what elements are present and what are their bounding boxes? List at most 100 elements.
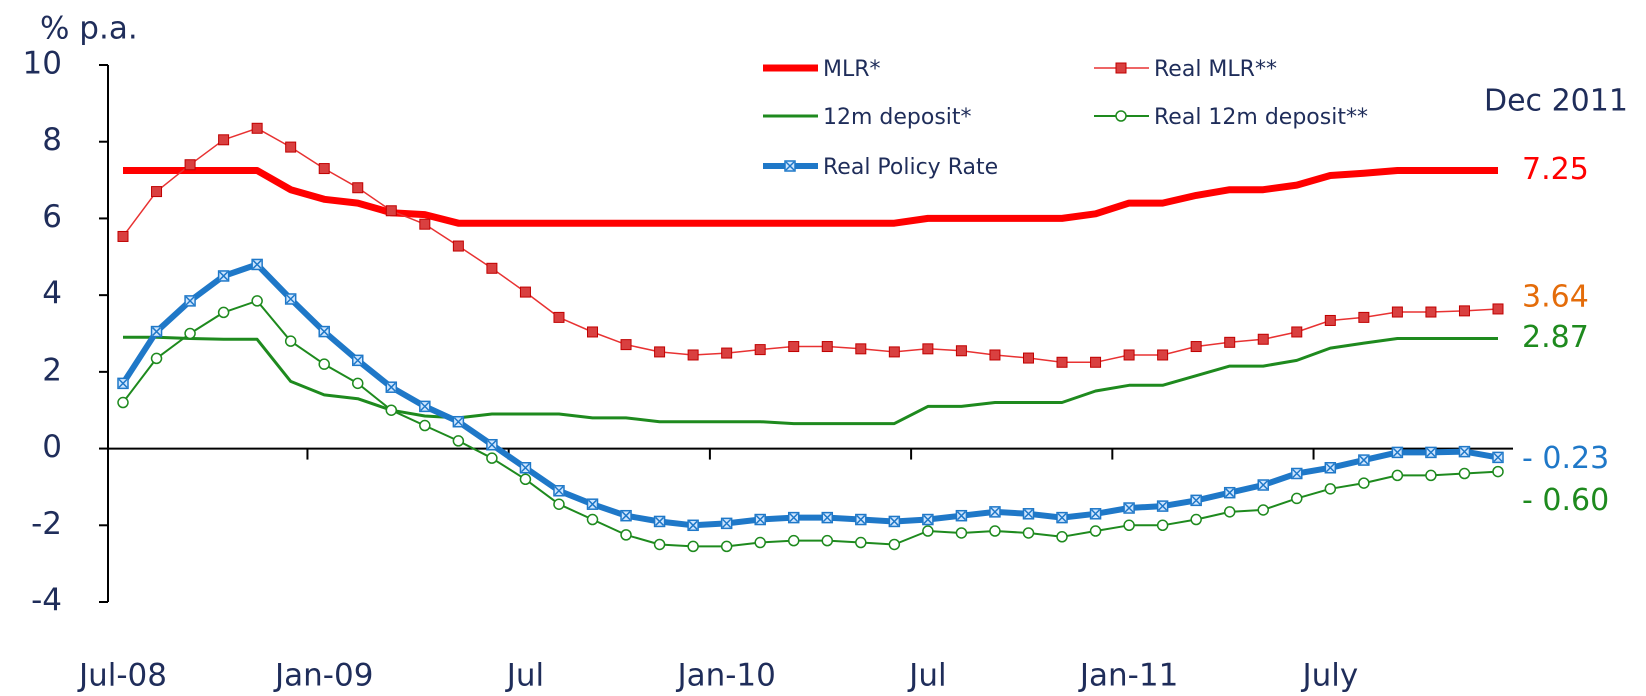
point: [855, 343, 867, 355]
point: [385, 205, 397, 217]
point: [989, 525, 1001, 537]
point-part: [1124, 503, 1134, 513]
point: [519, 473, 532, 486]
point: [218, 134, 230, 146]
point: [788, 341, 800, 353]
point: [754, 513, 766, 526]
point-part: [118, 378, 128, 388]
point-part: [185, 296, 195, 306]
point: [821, 511, 834, 524]
point: [150, 325, 163, 338]
point: [989, 506, 1001, 518]
point-part: [755, 515, 765, 525]
legend-label: MLR*: [823, 57, 881, 82]
point: [553, 498, 565, 510]
point: [284, 335, 297, 347]
series-line: [123, 335, 1498, 426]
point-part: [1191, 495, 1201, 505]
point: [821, 534, 834, 547]
point-part: [621, 511, 631, 521]
point: [1391, 469, 1404, 482]
point: [284, 293, 297, 305]
point-part: [554, 486, 564, 496]
legend-label: Real 12m deposit**: [1154, 105, 1368, 130]
point: [452, 435, 465, 447]
point: [620, 529, 632, 541]
y-axis-label: % p.a.: [40, 11, 138, 47]
series-line: [122, 299, 1499, 548]
point: [1190, 513, 1202, 526]
point: [888, 346, 900, 358]
point: [553, 311, 565, 323]
point-part: [990, 507, 1000, 517]
point: [1190, 494, 1202, 507]
end-label: 2.87: [1522, 320, 1589, 355]
end-label: 3.64: [1522, 279, 1589, 314]
point-part: [453, 417, 463, 427]
point: [486, 438, 498, 451]
point-part: [1292, 468, 1302, 479]
point: [1257, 333, 1269, 345]
point: [117, 396, 129, 409]
point: [151, 186, 163, 198]
point: [452, 415, 465, 428]
point: [1089, 525, 1102, 537]
point-part: [856, 515, 866, 525]
point: [1358, 454, 1370, 466]
point: [1291, 467, 1303, 480]
point: [1090, 356, 1102, 368]
point: [1358, 477, 1370, 489]
point: [720, 517, 733, 530]
point: [1257, 504, 1269, 516]
legend-marker: [1115, 110, 1127, 122]
point: [687, 519, 699, 532]
point: [184, 295, 196, 307]
point-part: [1158, 501, 1168, 511]
series-line: [122, 127, 1499, 364]
point: [285, 141, 297, 153]
point-part: [1091, 509, 1101, 519]
point: [1324, 462, 1337, 474]
point: [1358, 311, 1370, 323]
point: [519, 462, 532, 474]
point: [1492, 465, 1504, 478]
y-tick-label: -2: [31, 506, 62, 542]
point: [1056, 531, 1068, 543]
point-part: [956, 511, 966, 521]
point-part: [319, 327, 329, 337]
point: [352, 354, 364, 367]
legend-label: Real Policy Rate: [823, 155, 998, 180]
point: [1123, 519, 1135, 532]
point: [251, 258, 263, 271]
point: [419, 419, 431, 432]
point-part: [420, 401, 430, 411]
point-part: [587, 499, 598, 509]
point: [150, 352, 163, 365]
point: [687, 540, 699, 553]
point: [1324, 314, 1336, 326]
point-part: [722, 518, 732, 528]
point: [117, 377, 129, 390]
point-part: [1392, 447, 1402, 457]
point: [318, 358, 330, 370]
point: [1056, 511, 1068, 524]
point: [318, 325, 330, 338]
point: [888, 515, 901, 528]
y-tick-label: 2: [42, 352, 62, 388]
point: [754, 344, 766, 356]
y-tick-label: 10: [23, 46, 62, 82]
point: [754, 536, 766, 549]
point: [586, 513, 599, 526]
end-label: 7.25: [1522, 152, 1589, 187]
point: [1123, 349, 1135, 361]
point: [318, 163, 330, 175]
point: [653, 515, 666, 528]
point: [1190, 341, 1202, 353]
point: [486, 452, 498, 464]
point: [251, 122, 263, 134]
point-part: [252, 259, 262, 269]
point: [1022, 352, 1034, 364]
point: [352, 182, 364, 194]
point: [419, 218, 431, 230]
point-part: [1225, 488, 1235, 498]
